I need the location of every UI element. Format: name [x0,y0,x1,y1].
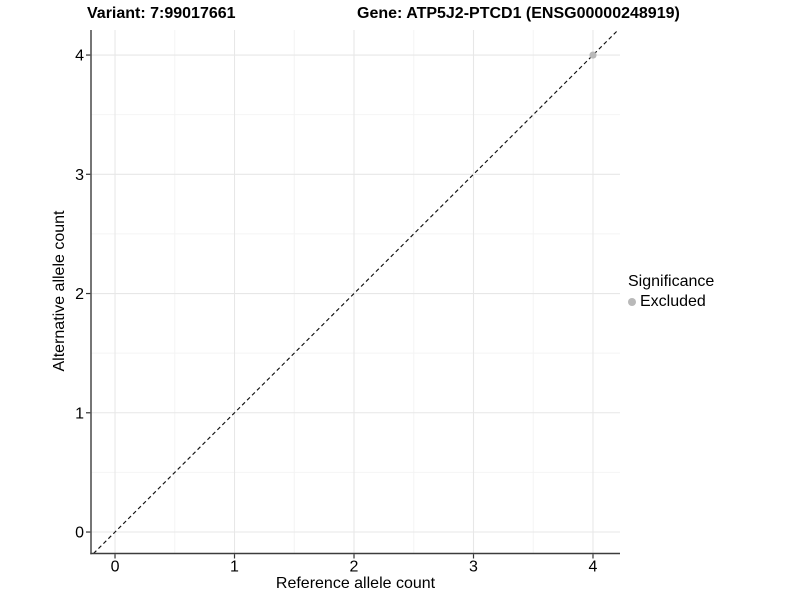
x-tick-label: 3 [469,559,478,576]
x-tick-label: 0 [111,559,120,576]
y-tick-label: 0 [75,525,84,542]
identity-line [93,29,619,554]
y-axis-label: Alternative allele count [51,210,68,372]
x-tick-label: 1 [230,559,239,576]
y-tick-label: 2 [75,286,84,303]
x-tick-label: 4 [589,559,598,576]
legend-entry: Excluded [628,293,714,311]
plot-title-gene: Gene: ATP5J2-PTCD1 (ENSG00000248919) [357,5,680,22]
y-tick-label: 4 [75,48,84,65]
y-tick-label: 3 [75,167,84,184]
plot-title-variant: Variant: 7:99017661 [87,5,236,22]
data-point [589,51,597,59]
x-tick-label: 2 [350,559,359,576]
legend-title: Significance [628,273,715,290]
legend-entry-label: Excluded [640,293,706,310]
legend: Significance Excluded [628,273,714,311]
legend-point-icon [628,298,636,306]
y-tick-label: 1 [75,405,84,422]
x-axis-label: Reference allele count [275,575,436,592]
